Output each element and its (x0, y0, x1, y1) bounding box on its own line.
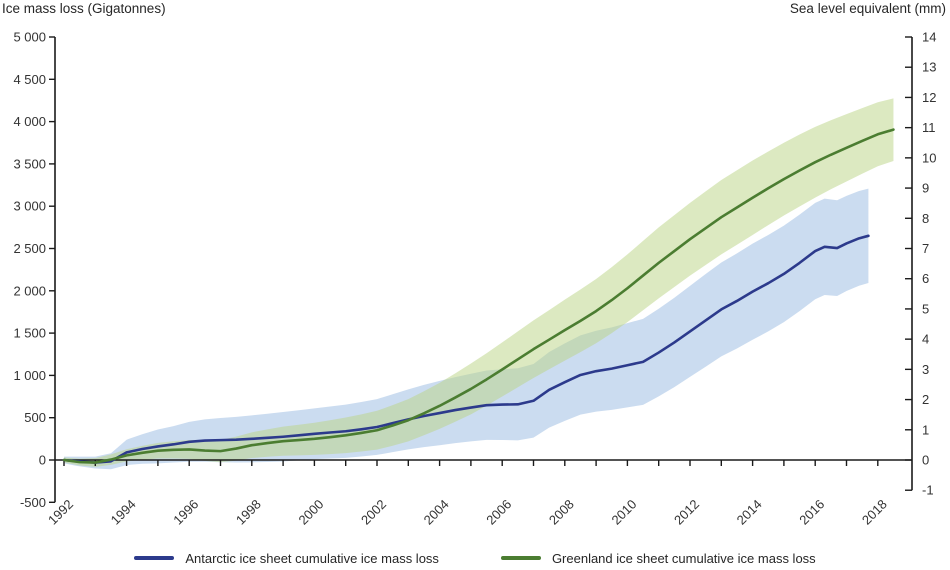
right-axis-title: Sea level equivalent (mm) (789, 1, 946, 16)
left-axis-title: Ice mass loss (Gigatonnes) (2, 1, 166, 16)
left-axis-tick-label: 4 500 (13, 72, 46, 87)
x-axis-tick-label: 2008 (546, 497, 577, 528)
left-axis-tick-label: 2 500 (13, 241, 46, 256)
left-axis-tick-label: 0 (39, 453, 46, 468)
greenland-legend-label: Greenland ice sheet cumulative ice mass … (551, 550, 816, 566)
x-axis-tick-label: 2004 (421, 497, 452, 528)
greenland-legend-swatch (500, 556, 541, 560)
x-axis-tick-label: 2000 (295, 497, 326, 528)
right-axis-tick-label: 10 (922, 150, 936, 165)
left-axis-tick-label: 3 000 (13, 199, 46, 214)
x-axis-tick-label: 2006 (483, 497, 514, 528)
antarctic-legend-label: Antarctic ice sheet cumulative ice mass … (185, 550, 439, 566)
x-axis-tick-label: 1996 (170, 497, 201, 528)
x-axis-tick-label: 2014 (734, 497, 765, 528)
x-axis-tick-label: 2016 (796, 497, 827, 528)
right-axis-tick-label: 7 (922, 241, 929, 256)
left-axis-tick-label: 4 000 (13, 114, 46, 129)
greenland-line (62, 128, 895, 464)
legend-item-greenland: Greenland ice sheet cumulative ice mass … (500, 550, 816, 566)
x-axis-tick-label: 1994 (108, 497, 139, 528)
x-axis-tick-label: 2012 (671, 497, 702, 528)
right-axis-tick-label: 4 (922, 332, 929, 347)
right-axis-tick-label: 14 (922, 30, 936, 45)
right-axis-tick-label: 1 (922, 422, 929, 437)
x-axis-tick-label: 1998 (233, 497, 264, 528)
antarctic-line (62, 234, 870, 464)
left-axis-tick-label: 3 500 (13, 156, 46, 171)
right-axis-tick-label: 9 (922, 181, 929, 196)
antarctic-legend-swatch (134, 556, 175, 560)
right-axis-tick-label: 12 (922, 90, 936, 105)
right-axis-tick-label: -1 (922, 483, 934, 498)
left-axis-tick-label: 500 (24, 410, 46, 425)
legend-item-antarctic: Antarctic ice sheet cumulative ice mass … (134, 551, 439, 566)
right-axis-tick-label: 11 (922, 120, 936, 135)
left-axis-tick-label: 1 000 (13, 368, 46, 383)
left-axis-tick-label: -500 (20, 495, 46, 510)
x-axis-tick-label: 2018 (859, 497, 890, 528)
x-axis-tick-label: 1992 (45, 497, 76, 528)
right-axis-tick-label: 6 (922, 271, 929, 286)
right-axis-tick-label: 2 (922, 392, 929, 407)
right-axis-tick-label: 3 (922, 362, 929, 377)
right-axis-tick-label: 8 (922, 211, 929, 226)
left-axis-tick-label: 2 000 (13, 283, 46, 298)
x-axis-tick-label: 2010 (608, 497, 639, 528)
x-axis-tick-label: 2002 (358, 497, 389, 528)
right-axis-tick-label: 0 (922, 453, 929, 468)
left-axis-tick-label: 5 000 (13, 30, 46, 45)
left-axis-tick-label: 1 500 (13, 326, 46, 341)
right-axis-tick-label: 5 (922, 301, 929, 316)
greenland-uncertainty-band (64, 98, 894, 467)
legend: Antarctic ice sheet cumulative ice mass … (0, 549, 950, 567)
right-axis-tick-label: 13 (922, 60, 936, 75)
